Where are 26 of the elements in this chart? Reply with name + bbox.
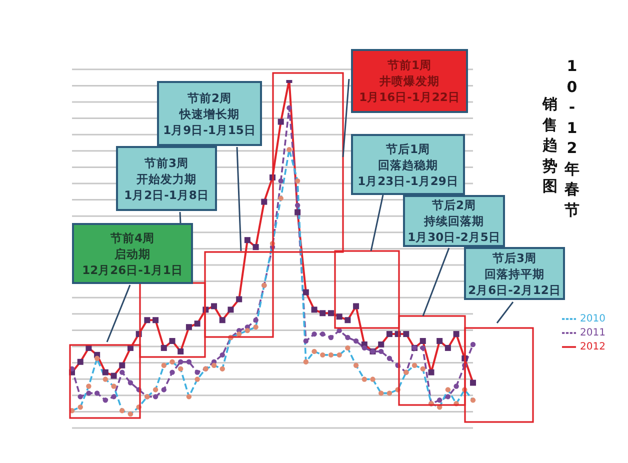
annotation: 2月6日-2月12日	[468, 282, 561, 298]
annotation: 持续回落期	[424, 213, 484, 229]
annotation: 1月9日-1月15日	[163, 122, 256, 138]
legend-label: 2010	[580, 314, 606, 325]
annotation: 1月30日-2月5日	[408, 229, 500, 245]
text: 节后3周	[492, 250, 536, 266]
annotation: 1月16日-1月22日	[359, 89, 460, 105]
annotation: 12月26日-1月1日	[82, 262, 183, 278]
annotation: 开始发力期	[136, 170, 196, 186]
annotation: 快速增长期	[180, 106, 240, 122]
annotation: 井喷爆发期	[380, 73, 440, 89]
annotation: 节后1周	[386, 140, 430, 156]
annotation: 1月23日-1月29日	[358, 172, 458, 188]
legend-label: 2011	[580, 328, 606, 339]
annotation: 节前4周	[110, 230, 154, 246]
annotation: 1月2日-1月8日	[124, 186, 209, 202]
annotation: 节前3周	[144, 154, 188, 170]
annotation: 节后2周	[432, 197, 476, 213]
text: 销售趋势图	[541, 94, 558, 196]
text: 节前1周	[387, 57, 432, 73]
legend-label: 2012	[580, 342, 606, 353]
annotation: 回落趋稳期	[378, 156, 438, 172]
annotation: 启动期	[114, 246, 150, 262]
annotation: 节前2周	[187, 90, 232, 106]
text: 回落持平期	[484, 266, 544, 282]
text: 10-12年春节	[563, 56, 580, 220]
